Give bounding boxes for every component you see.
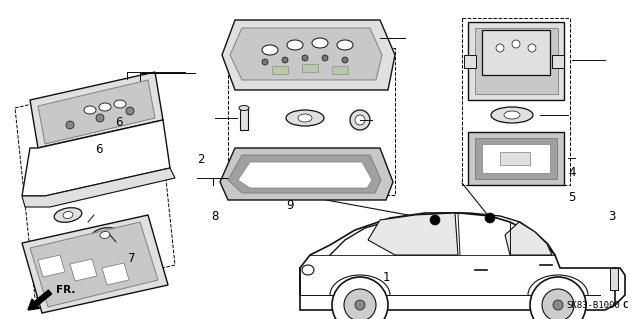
Text: 1: 1	[383, 271, 390, 284]
Circle shape	[528, 44, 536, 52]
Polygon shape	[22, 120, 170, 196]
Circle shape	[322, 55, 328, 61]
Ellipse shape	[350, 110, 370, 130]
Circle shape	[496, 44, 504, 52]
Polygon shape	[220, 148, 393, 200]
Text: 2: 2	[197, 153, 205, 166]
Circle shape	[282, 57, 288, 63]
Polygon shape	[464, 55, 476, 68]
Text: 4: 4	[568, 166, 576, 179]
Text: SK83-B1000: SK83-B1000	[566, 301, 620, 310]
Circle shape	[355, 300, 365, 310]
Bar	[332, 66, 348, 74]
Polygon shape	[38, 80, 155, 144]
Bar	[302, 64, 318, 72]
Polygon shape	[70, 259, 97, 281]
Circle shape	[485, 213, 495, 223]
Ellipse shape	[99, 103, 111, 111]
Ellipse shape	[100, 232, 110, 239]
Ellipse shape	[114, 100, 126, 108]
Polygon shape	[15, 75, 175, 298]
Text: 9: 9	[287, 199, 294, 212]
Polygon shape	[102, 263, 129, 285]
Polygon shape	[228, 48, 395, 195]
Polygon shape	[30, 222, 158, 307]
Text: 5: 5	[568, 191, 576, 204]
Circle shape	[344, 289, 376, 319]
Ellipse shape	[302, 265, 314, 275]
Bar	[610, 268, 618, 290]
Circle shape	[302, 55, 308, 61]
Ellipse shape	[298, 114, 312, 122]
Circle shape	[430, 215, 440, 225]
Bar	[272, 66, 288, 74]
Polygon shape	[38, 255, 65, 277]
Polygon shape	[300, 213, 625, 310]
Ellipse shape	[504, 111, 520, 119]
Circle shape	[553, 300, 563, 310]
Text: FR.: FR.	[56, 285, 76, 295]
Polygon shape	[30, 72, 163, 148]
Polygon shape	[505, 222, 552, 255]
Text: 6: 6	[95, 144, 102, 156]
Circle shape	[342, 57, 348, 63]
Ellipse shape	[54, 208, 82, 222]
Polygon shape	[228, 155, 381, 193]
Circle shape	[530, 277, 586, 319]
Polygon shape	[240, 108, 248, 130]
Text: 7: 7	[128, 252, 136, 265]
Polygon shape	[468, 132, 564, 185]
Circle shape	[512, 40, 520, 48]
Circle shape	[96, 114, 104, 122]
Ellipse shape	[84, 106, 96, 114]
Polygon shape	[482, 144, 550, 173]
Ellipse shape	[337, 40, 353, 50]
Circle shape	[126, 107, 134, 115]
Polygon shape	[238, 162, 372, 188]
Text: 8: 8	[211, 211, 219, 223]
Polygon shape	[368, 213, 458, 255]
Ellipse shape	[63, 211, 73, 219]
Polygon shape	[230, 28, 382, 80]
Polygon shape	[22, 215, 168, 313]
Ellipse shape	[91, 228, 119, 242]
FancyArrow shape	[28, 290, 52, 310]
Polygon shape	[475, 28, 558, 94]
Circle shape	[542, 289, 574, 319]
Text: C: C	[622, 301, 627, 310]
Text: 3: 3	[608, 211, 616, 223]
Polygon shape	[468, 22, 564, 100]
Polygon shape	[482, 30, 550, 75]
Circle shape	[262, 59, 268, 65]
Polygon shape	[22, 168, 175, 207]
Circle shape	[66, 121, 74, 129]
Polygon shape	[462, 18, 570, 185]
Ellipse shape	[287, 40, 303, 50]
Ellipse shape	[355, 115, 365, 125]
Ellipse shape	[262, 45, 278, 55]
Text: 6: 6	[115, 116, 123, 129]
Polygon shape	[500, 152, 530, 165]
Ellipse shape	[312, 38, 328, 48]
Polygon shape	[552, 55, 564, 68]
Ellipse shape	[491, 107, 533, 123]
Ellipse shape	[286, 110, 324, 126]
Polygon shape	[475, 138, 557, 179]
Polygon shape	[222, 20, 395, 90]
Ellipse shape	[239, 106, 249, 110]
Circle shape	[332, 277, 388, 319]
